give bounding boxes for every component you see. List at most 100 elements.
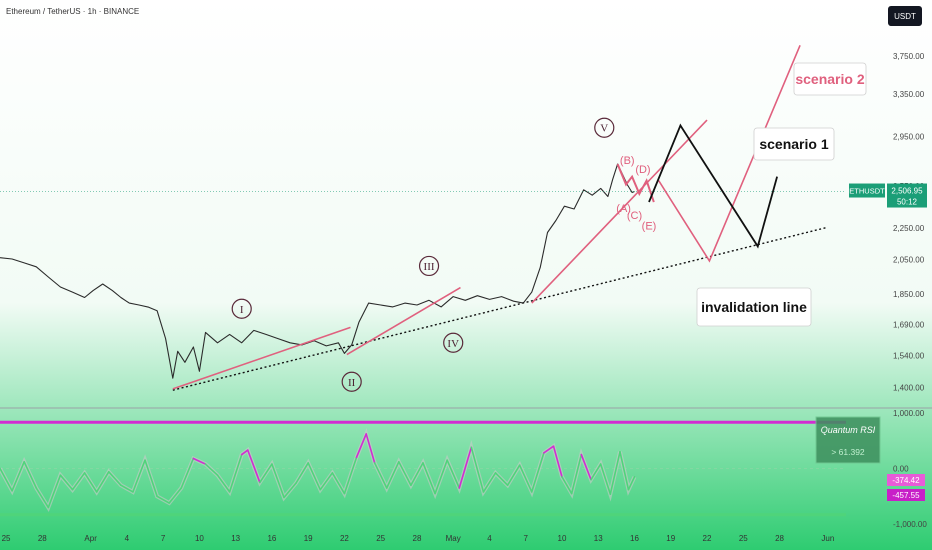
rsi-series-segment (580, 453, 592, 481)
rsi-series-segment (216, 474, 231, 493)
wave-channel-line[interactable] (346, 286, 461, 356)
wave-label-text: V (600, 123, 608, 135)
rsi-value-tag: -457.55 (887, 489, 925, 501)
scenario2-path[interactable] (657, 45, 801, 263)
rsi-series-segment (627, 476, 636, 491)
rsi-series-segment (599, 463, 612, 495)
time-tick-label: Jun (821, 534, 834, 543)
rsi-series-segment (11, 461, 25, 492)
rsi-series-segment (609, 450, 621, 495)
scenario1-path[interactable] (648, 123, 778, 249)
wave-label-v: V (594, 117, 615, 138)
rsi-series-segment (398, 461, 412, 487)
rsi-value-tag-text: -457.55 (892, 491, 920, 500)
rsi-series-segment (204, 463, 219, 476)
wave-label-text: III (424, 261, 435, 273)
rsi-series-segment (71, 472, 86, 491)
rsi-series-segment (95, 471, 110, 493)
time-tick-label: 19 (304, 534, 313, 543)
rsi-series-segment (295, 462, 309, 484)
wave-channel-line[interactable] (531, 119, 708, 304)
time-tick-label: 25 (2, 534, 11, 543)
rsi-series-segment (307, 462, 322, 491)
price-tick-label: 1,400.00 (893, 384, 925, 393)
rsi-series-segment (590, 463, 602, 481)
correction-label: (D) (635, 164, 650, 176)
rsi-series-segment (331, 472, 346, 495)
invalidation-trendline[interactable] (172, 226, 829, 391)
wave-label-text: I (240, 304, 244, 316)
price-tick-label: 1,850.00 (893, 290, 925, 299)
rsi-series-segment (156, 495, 170, 504)
rsi-series-segment (494, 472, 509, 487)
rsi-series-segment (385, 461, 400, 489)
price-pane (0, 163, 846, 379)
rsi-series-segment (434, 459, 448, 495)
time-tick-label: 28 (38, 534, 47, 543)
price-tag-value: 2,506.95 (891, 187, 923, 196)
invalidation-callout-box[interactable] (696, 287, 812, 327)
price-tick-label: 2,950.00 (893, 133, 925, 142)
rsi-legend-box[interactable] (815, 416, 881, 464)
rsi-value-tag-text: -374.42 (892, 476, 920, 485)
rsi-series-segment (561, 476, 573, 495)
time-tick-label: Apr (84, 534, 97, 543)
time-tick-label: 13 (231, 534, 240, 543)
wave-label-circle (443, 332, 464, 353)
rsi-series-segment (530, 452, 545, 493)
time-tick-label: 22 (703, 534, 712, 543)
correction-label: (B) (620, 155, 635, 167)
rsi-series-segment (518, 464, 533, 493)
rsi-series-segment (365, 433, 376, 464)
price-tick-label: 3,350.00 (893, 90, 925, 99)
price-tick-label: 2,050.00 (893, 255, 925, 264)
rsi-series-segment (506, 464, 521, 487)
wave-channel-line[interactable] (172, 326, 351, 390)
rsi-series-segment (271, 463, 285, 499)
rsi-series-segment (240, 449, 249, 456)
rsi-series-segment (259, 463, 273, 484)
rsi-legend[interactable]: Quantum RSI > 61.392 (815, 416, 881, 464)
rsi-series-segment (47, 474, 62, 509)
time-tick-label: 4 (125, 534, 130, 543)
rsi-pane: Quantum RSI > 61.392 (0, 416, 881, 517)
wave-label-ii: II (341, 371, 362, 392)
scenario1-callout-box[interactable] (753, 127, 835, 161)
price-tag-symbol-box (849, 183, 885, 198)
wave-label-i: I (231, 298, 252, 319)
rsi-series-segment (168, 487, 183, 504)
rsi-series-segment (0, 467, 13, 492)
invalidation-callout[interactable]: invalidation line (696, 287, 812, 327)
currency-button[interactable]: USDT (888, 6, 922, 26)
rsi-value-tag: -374.42 (887, 474, 925, 486)
wave-label-circle (418, 255, 440, 277)
scenario2-callout-box[interactable] (793, 62, 867, 96)
time-tick-label: 10 (195, 534, 204, 543)
time-tick-label: 28 (775, 534, 784, 543)
rsi-series-segment (552, 445, 563, 478)
rsi-series-segment (446, 459, 461, 489)
scenario2-callout[interactable]: scenario 2 (793, 62, 867, 96)
correction-zigzag (616, 163, 655, 203)
rsi-series-segment (482, 472, 497, 493)
rsi-series-segment (343, 456, 358, 495)
rsi-series-segment (107, 471, 122, 487)
rsi-series-segment (228, 453, 243, 493)
invalidation-callout-text: invalidation line (701, 299, 807, 315)
rsi-series-segment (543, 445, 555, 454)
wave-label-text: II (348, 377, 356, 389)
time-tick-label: 28 (413, 534, 422, 543)
rsi-series-segment (23, 461, 38, 489)
wave-label-circle (231, 298, 252, 319)
rsi-tick-label: 0.00 (893, 465, 909, 474)
wave-label-iii: III (418, 255, 440, 277)
correction-label: (C) (627, 210, 642, 222)
price-tick-label: 1,540.00 (893, 352, 925, 361)
correction-label: (E) (642, 220, 657, 232)
axis-layer: 3,750.003,350.002,950.002,550.002,250.00… (0, 52, 932, 543)
rsi-series-segment (144, 459, 158, 498)
rsi-legend-value: > 61.392 (831, 447, 865, 457)
scenario1-callout[interactable]: scenario 1 (753, 127, 835, 161)
